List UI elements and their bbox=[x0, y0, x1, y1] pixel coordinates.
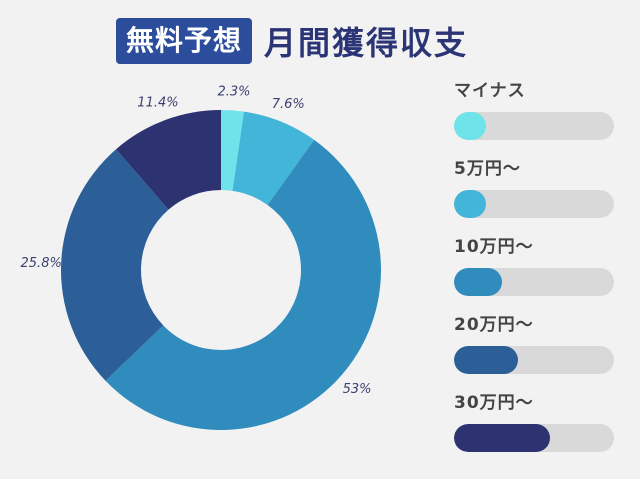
free-prediction-badge: 無料予想 bbox=[116, 18, 253, 64]
donut-chart: 2.3% 7.6% 53% 25.8% 11.4% bbox=[21, 84, 381, 430]
page-title: 月間獲得収支 bbox=[264, 24, 469, 62]
legend-bar-track bbox=[454, 112, 614, 140]
chart-title: 無料予想 月間獲得収支 bbox=[116, 16, 468, 66]
legend-item: 10万円〜 bbox=[452, 230, 622, 308]
donut-slice bbox=[116, 110, 221, 210]
donut-slice bbox=[105, 139, 381, 430]
legend-bar-fill bbox=[454, 424, 550, 452]
slice-label: 53% bbox=[343, 382, 372, 397]
legend-label: マイナス bbox=[454, 81, 526, 101]
legend-bar-fill bbox=[454, 190, 486, 218]
legend-item: 20万円〜 bbox=[452, 308, 622, 386]
legend-bar-track bbox=[454, 268, 614, 296]
legend-item: 30万円〜 bbox=[452, 386, 622, 464]
slice-label: 2.3% bbox=[217, 84, 250, 99]
legend-bar-fill bbox=[454, 346, 518, 374]
legend-label: 10万円〜 bbox=[454, 237, 534, 257]
legend-bar-track bbox=[454, 190, 614, 218]
donut-slice bbox=[61, 149, 169, 381]
donut-slice bbox=[232, 111, 315, 205]
legend-bar-fill bbox=[454, 268, 502, 296]
slice-label: 11.4% bbox=[137, 95, 178, 110]
legend-bar-track bbox=[454, 424, 614, 452]
legend-label: 5万円〜 bbox=[454, 159, 521, 179]
legend: マイナス 5万円〜 10万円〜 20万円〜 30万円〜 bbox=[452, 74, 622, 464]
legend-bar-track bbox=[454, 346, 614, 374]
legend-label: 20万円〜 bbox=[454, 315, 534, 335]
slice-label: 7.6% bbox=[272, 97, 305, 112]
donut-slice bbox=[221, 110, 245, 191]
legend-bar-fill bbox=[454, 112, 486, 140]
legend-item: 5万円〜 bbox=[452, 152, 622, 230]
slice-label: 25.8% bbox=[21, 256, 62, 271]
legend-label: 30万円〜 bbox=[454, 393, 534, 413]
legend-item: マイナス bbox=[452, 74, 622, 152]
